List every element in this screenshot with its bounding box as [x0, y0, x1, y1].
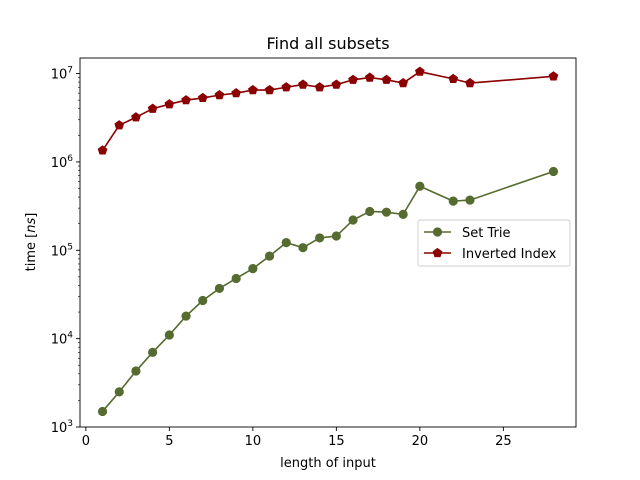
data-point-inverted-index: [398, 77, 409, 88]
data-point-set-trie: [97, 406, 108, 417]
y-tick-base: 10: [51, 421, 68, 436]
y-tick-label: 106: [51, 154, 74, 171]
data-point-inverted-index: [247, 84, 258, 95]
data-point-set-trie: [231, 273, 241, 284]
y-axis-label: time [ns]: [24, 213, 39, 272]
y-tick-exponent: 6: [67, 154, 73, 164]
y-tick-exponent: 5: [67, 242, 73, 252]
x-tick-label: 0: [82, 434, 90, 449]
legend-label-inverted-index: Inverted Index: [462, 247, 557, 262]
data-point-set-trie: [114, 387, 124, 397]
data-point-inverted-index: [281, 82, 292, 92]
data-point-inverted-index: [131, 112, 141, 122]
x-tick-label: 5: [165, 434, 173, 449]
x-tick-label: 15: [328, 434, 345, 449]
data-point-inverted-index: [548, 71, 559, 81]
data-point-set-trie: [198, 295, 208, 306]
x-tick-label: 25: [495, 434, 512, 449]
axes-frame: [79, 57, 577, 428]
data-point-set-trie: [415, 181, 425, 191]
y-tick-label: 105: [51, 242, 73, 259]
data-point-inverted-index: [465, 77, 475, 88]
data-point-set-trie: [331, 231, 341, 241]
data-point-set-trie: [381, 207, 392, 217]
y-tick-base: 10: [51, 333, 68, 348]
data-point-inverted-index: [214, 90, 225, 100]
y-tick-base: 10: [51, 156, 68, 171]
legend-marker-set-trie: [432, 227, 443, 237]
data-point-inverted-index: [364, 72, 375, 82]
data-point-inverted-index: [314, 82, 325, 92]
x-tick-label: 20: [412, 434, 429, 449]
data-point-set-trie: [181, 311, 191, 321]
x-tick-label: 10: [245, 434, 262, 449]
data-point-inverted-index: [415, 66, 425, 76]
chart-title: Find all subsets: [266, 34, 389, 53]
data-point-set-trie: [548, 166, 559, 177]
series-set-trie: [97, 166, 559, 417]
data-point-set-trie: [465, 195, 475, 205]
legend: Set Trie Inverted Index: [417, 219, 571, 267]
data-point-inverted-index: [381, 74, 392, 84]
y-tick-label: 104: [51, 331, 74, 348]
data-point-inverted-index: [348, 74, 358, 84]
data-point-inverted-index: [264, 84, 275, 95]
data-point-set-trie: [164, 330, 174, 340]
data-point-set-trie: [398, 209, 408, 219]
series-inverted-index: [97, 66, 559, 155]
y-tick-base: 10: [51, 244, 68, 259]
data-point-set-trie: [448, 196, 458, 206]
data-point-inverted-index: [164, 99, 175, 109]
y-tick-exponent: 7: [67, 66, 73, 76]
y-tick-label: 107: [51, 66, 73, 83]
data-point-inverted-index: [147, 103, 158, 113]
data-point-set-trie: [214, 283, 225, 294]
y-tick-exponent: 3: [67, 419, 73, 429]
data-point-set-trie: [315, 233, 325, 243]
data-point-inverted-index: [197, 92, 208, 103]
data-point-set-trie: [148, 347, 158, 357]
data-point-set-trie: [365, 206, 375, 217]
data-point-inverted-index: [448, 73, 459, 84]
legend-label-set-trie: Set Trie: [462, 226, 510, 241]
data-point-set-trie: [264, 251, 275, 261]
data-point-inverted-index: [331, 79, 342, 89]
data-point-inverted-index: [231, 88, 241, 98]
y-tick-base: 10: [51, 68, 68, 83]
data-point-set-trie: [298, 243, 308, 253]
plot-area: [97, 66, 559, 417]
data-point-set-trie: [281, 238, 291, 248]
data-point-set-trie: [348, 215, 358, 225]
data-point-inverted-index: [114, 120, 125, 130]
data-point-inverted-index: [181, 95, 191, 105]
x-axis-label: length of input: [280, 456, 376, 471]
y-tick-exponent: 4: [67, 331, 73, 341]
data-point-inverted-index: [298, 79, 308, 89]
y-tick-label: 103: [51, 419, 73, 436]
data-point-set-trie: [248, 264, 258, 274]
data-point-set-trie: [131, 366, 141, 376]
legend-marker-inverted-index: [432, 247, 443, 258]
legend-box: [417, 219, 571, 267]
data-point-inverted-index: [97, 145, 108, 155]
y-axis-label-suffix: ]: [24, 213, 39, 218]
y-axis-label-prefix: time [: [24, 233, 39, 272]
y-axis-label-unit: ns: [24, 218, 39, 233]
